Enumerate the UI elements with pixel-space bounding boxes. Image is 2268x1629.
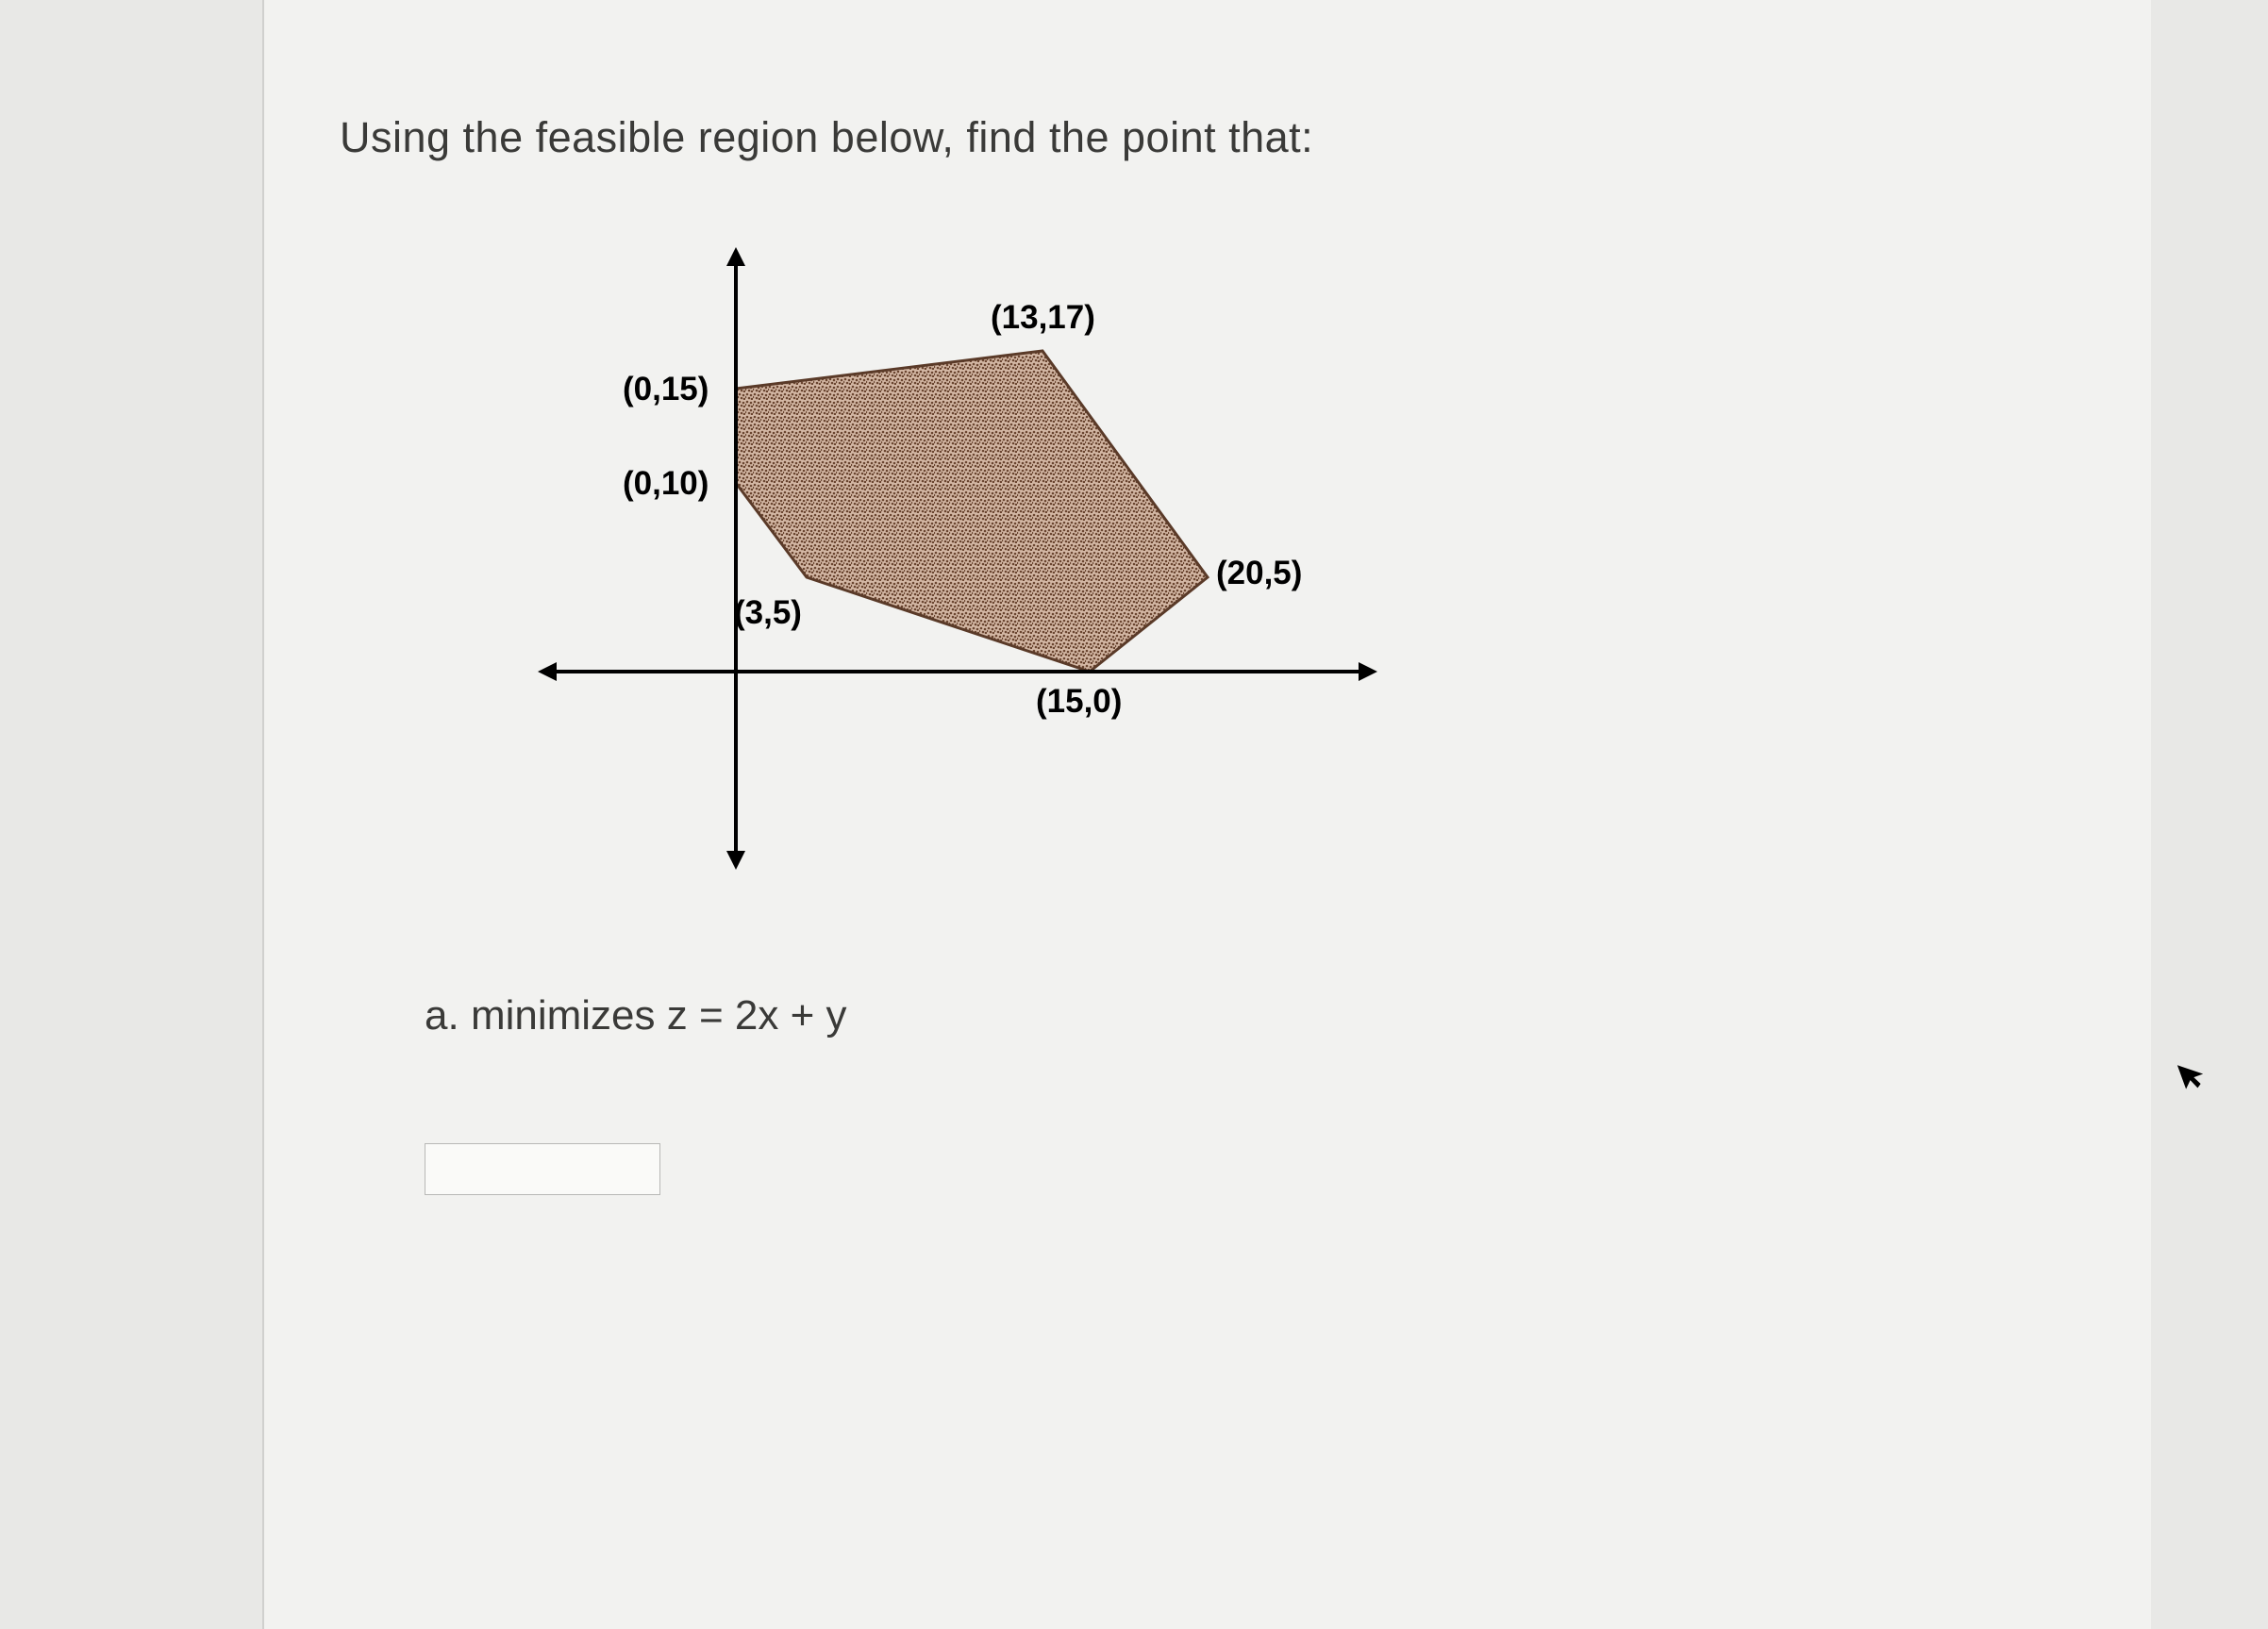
question-container: Using the feasible region below, find th…	[264, 0, 2151, 1629]
question-prompt: Using the feasible region below, find th…	[340, 113, 2076, 162]
feasible-region-polygon	[736, 351, 1208, 672]
point-label-0-15: (0,15)	[623, 371, 709, 408]
answer-input-box[interactable]	[425, 1143, 660, 1195]
point-label-3-5: (3,5)	[734, 594, 802, 632]
x-axis-arrow-left	[538, 662, 557, 681]
y-axis-arrow-up	[726, 247, 745, 266]
point-label-13-17: (13,17)	[991, 299, 1095, 337]
subpart-label: a.	[425, 992, 459, 1039]
point-label-0-10: (0,10)	[623, 465, 709, 503]
y-axis-arrow-down	[726, 851, 745, 870]
subpart-text: minimizes z = 2x + y	[471, 992, 847, 1039]
x-axis-arrow-right	[1359, 662, 1377, 681]
point-label-20-5: (20,5)	[1216, 555, 1302, 592]
feasible-region-diagram: (13,17) (0,15) (0,10) (20,5) (3,5) (15,0…	[481, 219, 1519, 879]
point-label-15-0: (15,0)	[1036, 683, 1122, 721]
cursor-icon	[2171, 1053, 2218, 1105]
subpart-question: a. minimizes z = 2x + y	[425, 992, 2076, 1039]
